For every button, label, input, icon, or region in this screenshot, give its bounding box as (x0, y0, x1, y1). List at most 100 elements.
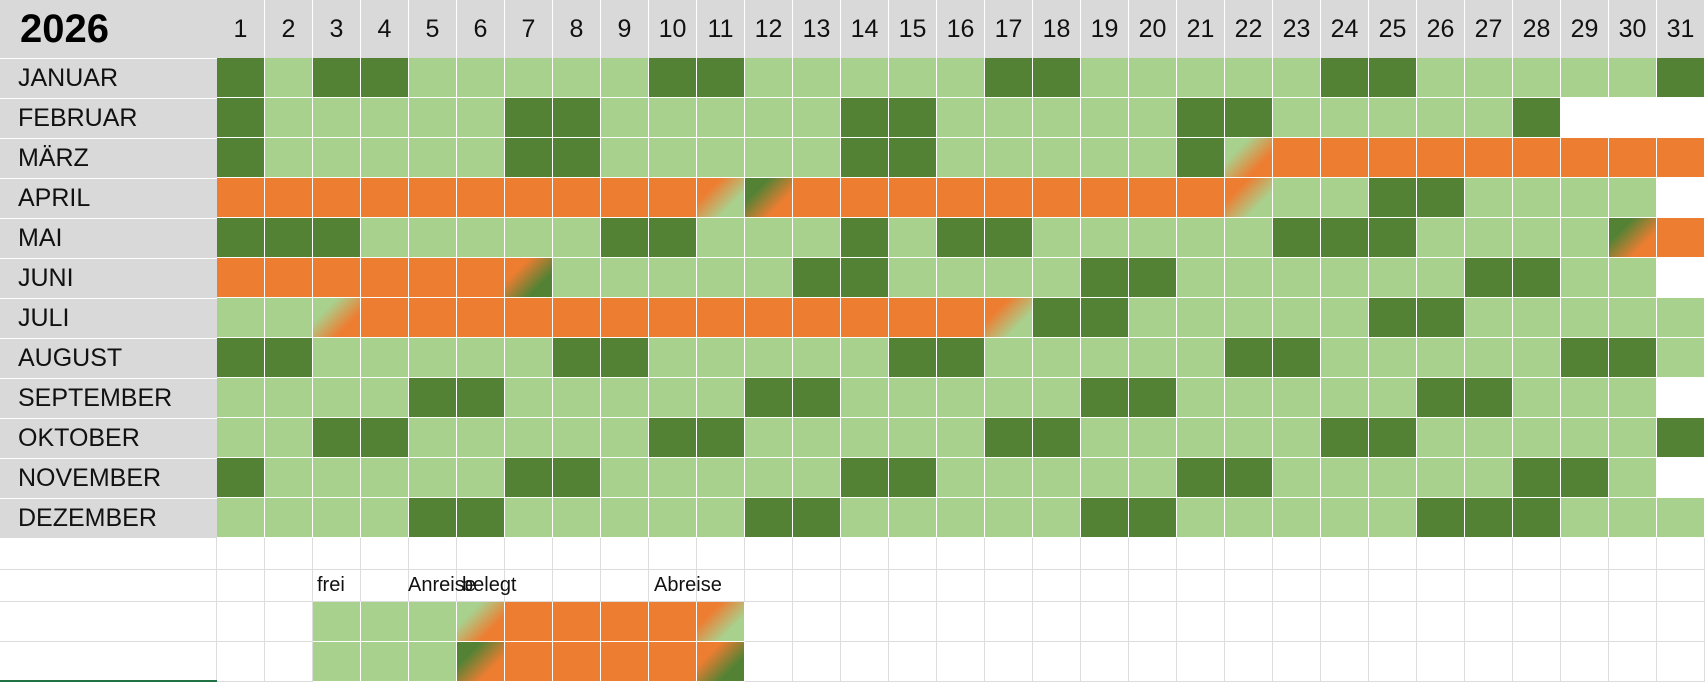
day-cell-frei[interactable] (1273, 498, 1321, 538)
day-cell-frei[interactable] (937, 418, 985, 458)
day-cell-frei[interactable] (1273, 98, 1321, 138)
day-cell-frei[interactable] (745, 98, 793, 138)
day-cell-frei[interactable] (1465, 418, 1513, 458)
day-cell-wochenende[interactable] (1465, 378, 1513, 418)
day-cell-frei[interactable] (1225, 498, 1273, 538)
day-cell-wochenende[interactable] (841, 258, 889, 298)
day-cell-frei[interactable] (1321, 98, 1369, 138)
day-cell-frei[interactable] (841, 338, 889, 378)
day-cell-frei[interactable] (985, 138, 1033, 178)
day-cell-frei[interactable] (1177, 378, 1225, 418)
day-cell-frei[interactable] (409, 418, 457, 458)
day-cell-wochenende[interactable] (361, 58, 409, 98)
day-cell-frei[interactable] (1561, 178, 1609, 218)
day-cell-wochenende[interactable] (697, 58, 745, 98)
day-cell-wochenende[interactable] (1177, 98, 1225, 138)
day-cell-frei[interactable] (361, 98, 409, 138)
day-cell-frei[interactable] (457, 418, 505, 458)
day-cell-belegt[interactable] (1369, 138, 1417, 178)
day-cell-belegt[interactable] (409, 298, 457, 338)
day-cell-belegt[interactable] (409, 258, 457, 298)
day-cell-wochenende[interactable] (1513, 98, 1561, 138)
day-cell-frei[interactable] (265, 458, 313, 498)
day-cell-frei[interactable] (697, 498, 745, 538)
day-cell-frei[interactable] (409, 98, 457, 138)
day-cell-frei[interactable] (1225, 58, 1273, 98)
day-cell-frei[interactable] (1417, 58, 1465, 98)
day-cell-frei[interactable] (1657, 498, 1705, 538)
day-cell-wochenende[interactable] (1081, 498, 1129, 538)
day-cell-wochenende[interactable] (409, 498, 457, 538)
day-cell-frei[interactable] (361, 338, 409, 378)
day-cell-wochenende[interactable] (985, 58, 1033, 98)
day-cell-frei[interactable] (409, 218, 457, 258)
day-cell-frei[interactable] (649, 458, 697, 498)
day-cell-wochenende[interactable] (1465, 498, 1513, 538)
day-cell-wochenende[interactable] (505, 138, 553, 178)
day-cell-wochenende[interactable] (1225, 98, 1273, 138)
day-cell-frei[interactable] (1369, 338, 1417, 378)
day-cell-wochenende[interactable] (841, 458, 889, 498)
day-cell-frei[interactable] (985, 498, 1033, 538)
day-cell-frei[interactable] (409, 138, 457, 178)
day-cell-frei[interactable] (1513, 298, 1561, 338)
day-cell-anreise[interactable] (313, 298, 361, 338)
day-cell-wochenende[interactable] (937, 338, 985, 378)
day-cell-frei[interactable] (1609, 498, 1657, 538)
day-cell-frei[interactable] (1369, 378, 1417, 418)
day-cell-frei[interactable] (1081, 338, 1129, 378)
day-cell-frei[interactable] (793, 138, 841, 178)
day-cell-frei[interactable] (985, 258, 1033, 298)
day-cell-wochenende[interactable] (1561, 338, 1609, 378)
day-cell-wochenende[interactable] (313, 58, 361, 98)
day-cell-frei[interactable] (697, 218, 745, 258)
day-cell-wochenende[interactable] (217, 98, 265, 138)
day-cell-frei[interactable] (1561, 218, 1609, 258)
day-cell-frei[interactable] (313, 498, 361, 538)
day-cell-frei[interactable] (697, 98, 745, 138)
day-cell-frei[interactable] (1321, 338, 1369, 378)
day-cell-frei[interactable] (793, 338, 841, 378)
day-cell-belegt[interactable] (217, 178, 265, 218)
day-cell-belegt[interactable] (649, 298, 697, 338)
day-cell-frei[interactable] (649, 258, 697, 298)
day-cell-frei[interactable] (649, 338, 697, 378)
day-cell-wochenende[interactable] (553, 338, 601, 378)
day-cell-wochenende[interactable] (697, 418, 745, 458)
day-cell-wochenende[interactable] (1321, 418, 1369, 458)
day-cell-frei[interactable] (1513, 338, 1561, 378)
day-cell-frei[interactable] (505, 378, 553, 418)
day-cell-belegt[interactable] (457, 258, 505, 298)
day-cell-wochenende[interactable] (1417, 498, 1465, 538)
day-cell-belegt[interactable] (1657, 138, 1705, 178)
day-cell-leer[interactable] (1657, 458, 1705, 498)
day-cell-wochenende[interactable] (1561, 458, 1609, 498)
day-cell-frei[interactable] (1177, 258, 1225, 298)
day-cell-frei[interactable] (793, 58, 841, 98)
day-cell-wochenende[interactable] (1081, 298, 1129, 338)
day-cell-frei[interactable] (841, 378, 889, 418)
day-cell-frei[interactable] (1273, 58, 1321, 98)
day-cell-frei[interactable] (889, 218, 937, 258)
day-cell-frei[interactable] (457, 458, 505, 498)
day-cell-wochenende[interactable] (265, 218, 313, 258)
day-cell-frei[interactable] (793, 418, 841, 458)
day-cell-frei[interactable] (697, 458, 745, 498)
day-cell-frei[interactable] (313, 138, 361, 178)
day-cell-wochenende[interactable] (1369, 178, 1417, 218)
day-cell-wochenende[interactable] (1225, 458, 1273, 498)
day-cell-frei[interactable] (937, 498, 985, 538)
day-cell-frei[interactable] (889, 378, 937, 418)
day-cell-frei[interactable] (1033, 138, 1081, 178)
day-cell-frei[interactable] (409, 58, 457, 98)
day-cell-frei[interactable] (1273, 178, 1321, 218)
day-cell-abreise[interactable] (505, 258, 553, 298)
day-cell-frei[interactable] (1129, 98, 1177, 138)
day-cell-frei[interactable] (1129, 58, 1177, 98)
day-cell-wochenende[interactable] (217, 218, 265, 258)
day-cell-belegt[interactable] (505, 298, 553, 338)
day-cell-frei[interactable] (217, 298, 265, 338)
day-cell-wochenende[interactable] (505, 458, 553, 498)
day-cell-wochenende[interactable] (745, 378, 793, 418)
day-cell-wochenende[interactable] (793, 498, 841, 538)
